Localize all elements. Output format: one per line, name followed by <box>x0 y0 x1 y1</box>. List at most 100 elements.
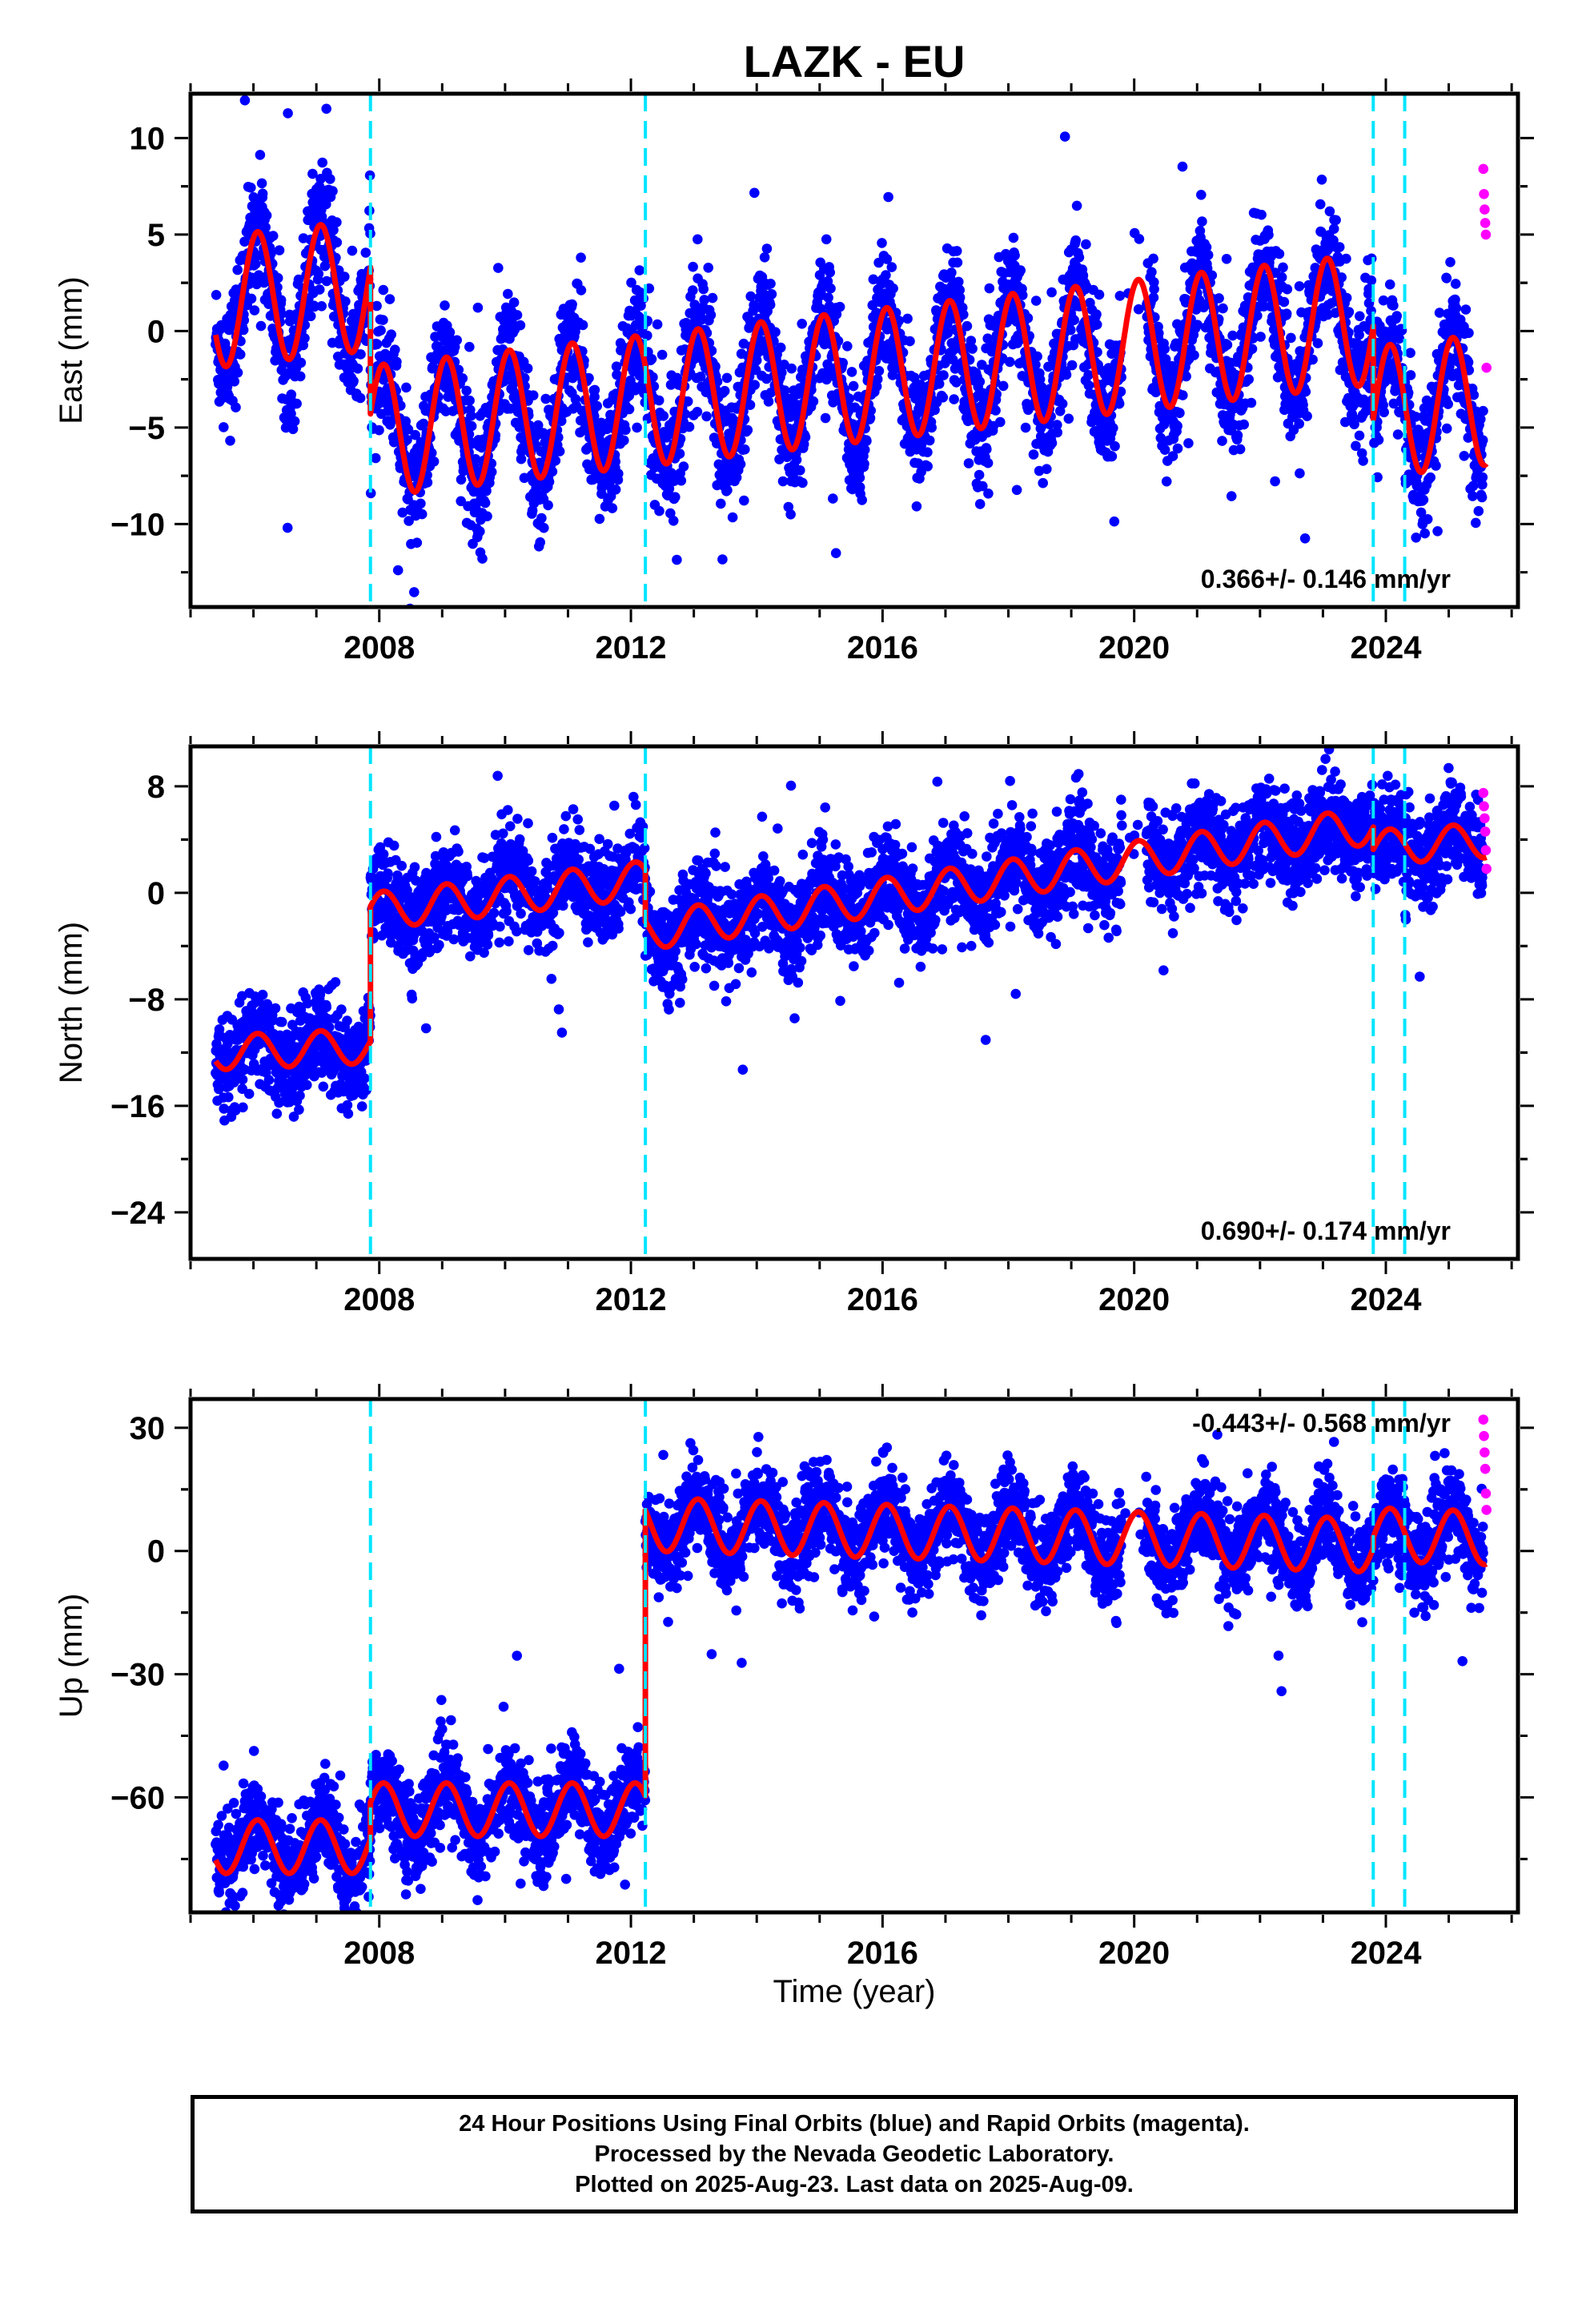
east-point <box>1411 533 1421 543</box>
east-point <box>678 461 689 472</box>
east-point <box>239 236 250 247</box>
north-point <box>263 1075 275 1085</box>
east-point <box>846 367 857 377</box>
east-point <box>1379 407 1389 418</box>
east-point <box>926 422 937 433</box>
east-point <box>1445 257 1456 267</box>
east-point <box>246 293 257 304</box>
east-point <box>1081 239 1091 250</box>
east-point <box>232 264 243 275</box>
east-point <box>371 339 383 350</box>
east-point <box>1354 430 1365 441</box>
east-rapid-point <box>1479 189 1489 199</box>
east-point <box>315 174 326 184</box>
east-point <box>1214 293 1224 304</box>
east-point <box>1005 356 1015 368</box>
east-point <box>400 416 411 427</box>
east-point <box>1015 265 1026 275</box>
east-y-tick-label: 5 <box>147 218 165 253</box>
east-point <box>539 522 549 533</box>
east-point <box>612 369 622 380</box>
east-point <box>905 336 915 347</box>
east-point <box>458 460 469 472</box>
north-point <box>295 1090 305 1101</box>
east-point <box>701 411 712 422</box>
east-point <box>1109 516 1120 527</box>
north-point <box>214 1024 225 1035</box>
east-point <box>828 493 838 504</box>
east-point <box>797 319 807 329</box>
east-point <box>1038 477 1048 489</box>
east-point <box>512 310 523 320</box>
east-point <box>550 455 561 466</box>
east-point <box>911 501 922 512</box>
east-point <box>1299 533 1311 544</box>
east-point <box>854 472 865 483</box>
east-x-tick-label: 2012 <box>596 630 667 665</box>
east-point <box>883 191 893 203</box>
east-point <box>1189 350 1199 360</box>
east-point <box>674 448 685 459</box>
east-point <box>1222 340 1233 350</box>
east-point <box>745 400 756 410</box>
east-point <box>624 404 635 415</box>
east-point <box>1243 374 1254 385</box>
east-point <box>652 319 663 330</box>
east-point <box>365 488 376 499</box>
east-point <box>503 288 513 300</box>
east-x-tick-label: 2008 <box>343 630 415 665</box>
north-point <box>223 1092 234 1103</box>
east-point <box>820 412 831 424</box>
east-point <box>654 505 665 517</box>
east-point <box>859 458 869 469</box>
east-point <box>340 296 351 307</box>
east-point <box>284 316 295 327</box>
east-point <box>857 495 867 505</box>
east-point <box>1366 253 1377 264</box>
east-point <box>665 380 677 390</box>
east-point <box>698 283 709 295</box>
east-point <box>703 263 713 273</box>
east-point <box>763 396 774 407</box>
east-point <box>766 289 777 300</box>
east-point <box>1391 311 1402 321</box>
east-point <box>1263 230 1274 240</box>
east-point <box>962 320 973 332</box>
east-point <box>825 283 836 294</box>
east-point <box>1221 254 1232 264</box>
east-point <box>1052 427 1062 438</box>
east-rapid-point <box>1480 204 1490 215</box>
east-point <box>1286 332 1296 344</box>
east-point <box>902 313 913 324</box>
east-point <box>384 294 396 304</box>
east-point <box>1094 289 1105 300</box>
east-point <box>1069 315 1079 326</box>
east-point <box>861 436 872 446</box>
east-point <box>1255 332 1266 342</box>
east-point <box>238 324 249 336</box>
east-point <box>267 231 279 241</box>
east-y-tick-label: 10 <box>130 121 166 156</box>
east-point <box>785 509 796 520</box>
east-point <box>1270 476 1280 487</box>
east-point <box>536 513 547 524</box>
east-point <box>938 392 949 403</box>
east-point <box>219 422 229 432</box>
east-point <box>307 168 318 179</box>
east-point <box>632 422 642 433</box>
east-point <box>319 260 331 271</box>
east-point <box>360 247 371 258</box>
east-point <box>374 424 384 436</box>
east-point <box>325 174 335 184</box>
east-point <box>722 485 733 496</box>
east-point <box>888 283 898 294</box>
east-point <box>1008 232 1019 243</box>
east-point <box>229 376 240 387</box>
east-point <box>668 516 679 526</box>
east-point <box>705 310 717 320</box>
east-point <box>1159 444 1170 455</box>
east-point <box>924 435 935 446</box>
east-point <box>1070 235 1081 246</box>
east-point <box>765 300 776 310</box>
